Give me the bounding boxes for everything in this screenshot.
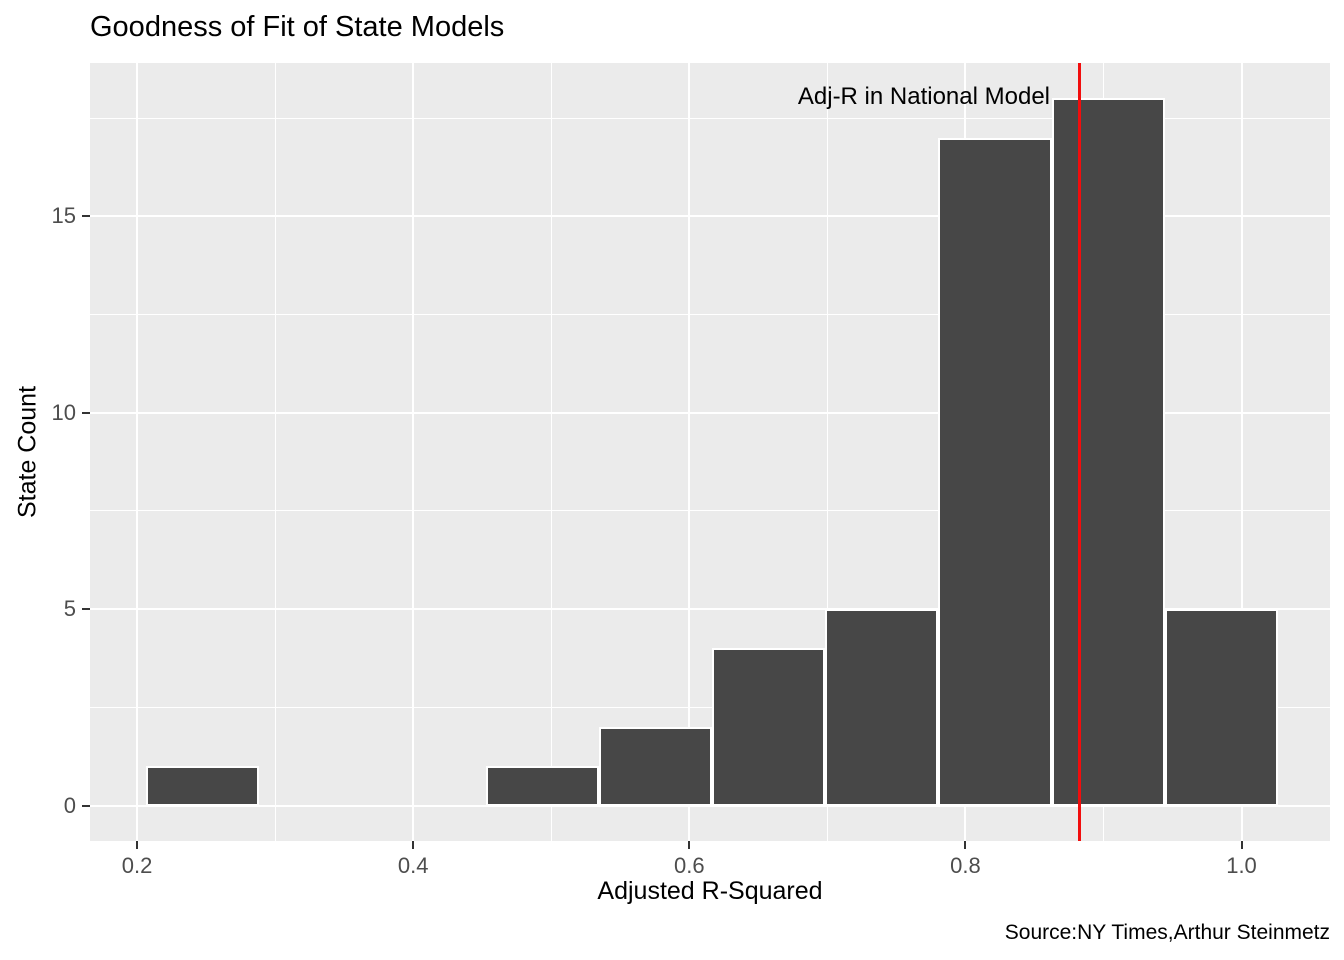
y-axis-title: State Count xyxy=(13,385,42,519)
histogram-bar xyxy=(712,648,826,806)
vline-annotation-label: Adj-R in National Model xyxy=(797,83,1050,110)
x-major-gridline xyxy=(688,63,691,841)
x-axis-tick xyxy=(688,841,691,849)
x-tick-label: 1.0 xyxy=(1226,853,1257,878)
y-axis-tick xyxy=(82,608,90,611)
histogram-bar xyxy=(1051,98,1165,806)
y-minor-gridline xyxy=(90,510,1330,512)
y-axis-tick xyxy=(82,804,90,807)
x-minor-gridline xyxy=(550,63,552,841)
histogram-bar xyxy=(1164,609,1279,806)
x-tick-label: 0.6 xyxy=(673,853,705,878)
x-tick-label: 0.8 xyxy=(950,853,981,878)
y-minor-gridline xyxy=(90,117,1330,119)
x-axis-tick xyxy=(412,841,415,849)
y-major-gridline xyxy=(90,411,1330,414)
y-minor-gridline xyxy=(90,313,1330,315)
reference-vline xyxy=(1078,63,1082,841)
x-major-gridline xyxy=(412,63,415,841)
y-minor-gridline xyxy=(90,706,1330,708)
x-major-gridline xyxy=(136,63,139,841)
histogram-bar xyxy=(598,727,713,806)
x-axis-title: Adjusted R-Squared xyxy=(597,877,823,905)
y-major-gridline xyxy=(90,608,1330,611)
histogram-bar xyxy=(825,609,939,806)
x-major-gridline xyxy=(1240,63,1243,841)
x-axis-tick xyxy=(1240,841,1243,849)
y-major-gridline xyxy=(90,804,1330,807)
source-caption: Source:NY Times,Arthur Steinmetz xyxy=(1004,921,1330,944)
y-tick-label: 0 xyxy=(63,792,76,818)
y-tick-label: 10 xyxy=(51,399,76,425)
x-axis-tick xyxy=(964,841,967,849)
x-minor-gridline xyxy=(826,63,828,841)
y-tick-label: 15 xyxy=(51,203,76,229)
x-axis-tick xyxy=(136,841,139,849)
chart-title: Goodness of Fit of State Models xyxy=(90,11,505,43)
y-tick-label: 5 xyxy=(63,596,76,622)
plot-panel: Adj-R in National Model xyxy=(90,63,1330,841)
x-tick-label: 0.2 xyxy=(121,853,153,878)
y-major-gridline xyxy=(90,215,1330,218)
x-tick-label: 0.4 xyxy=(397,853,429,878)
y-axis-tick xyxy=(82,215,90,218)
histogram-bar xyxy=(938,137,1052,806)
y-axis-tick xyxy=(82,411,90,414)
histogram-bar xyxy=(146,766,260,806)
histogram-bar xyxy=(485,766,599,806)
x-minor-gridline xyxy=(274,63,276,841)
